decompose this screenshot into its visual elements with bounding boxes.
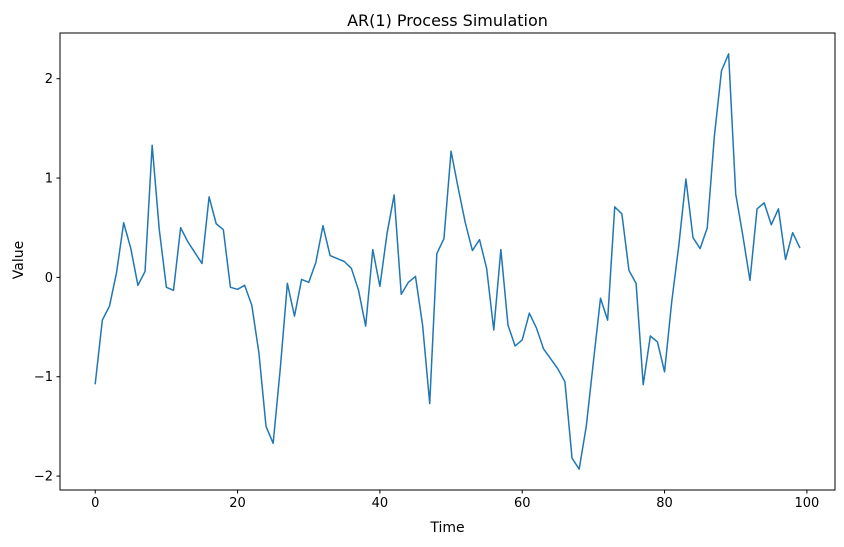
x-tick-label: 0 [91, 496, 99, 511]
y-tick-label: 1 [45, 172, 53, 187]
plot-area [60, 33, 835, 490]
y-tick-label: −2 [34, 470, 53, 485]
x-tick-label: 80 [656, 496, 673, 511]
x-tick-label: 100 [794, 496, 819, 511]
x-tick-label: 20 [229, 496, 246, 511]
x-axis-label: Time [430, 520, 465, 536]
x-tick-label: 40 [372, 496, 389, 511]
y-tick-label: 0 [45, 271, 53, 286]
chart-title: AR(1) Process Simulation [347, 11, 548, 30]
y-tick-label: 2 [45, 72, 53, 87]
x-tick-label: 60 [514, 496, 531, 511]
series-line [94, 53, 801, 470]
plot-border [59, 32, 836, 491]
y-tick-label: −1 [34, 370, 53, 385]
y-axis-label: Value [11, 240, 27, 280]
